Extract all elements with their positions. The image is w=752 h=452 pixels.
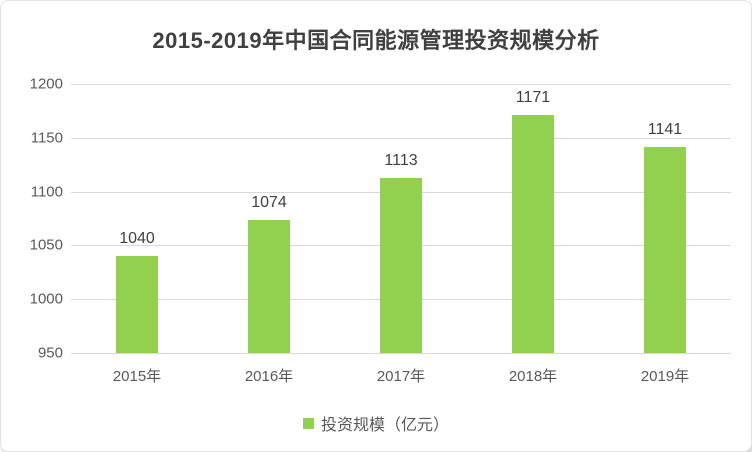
chart-title: 2015-2019年中国合同能源管理投资规模分析 [152,28,600,53]
bar-value-label-2017年: 1113 [384,151,418,169]
legend: 投资规模（亿元） [1,411,751,435]
y-axis-tick-1000: 1000 [29,290,63,308]
y-axis-tick-950: 950 [37,344,63,362]
bar-value-label-2015年: 1040 [119,230,155,248]
bar-2015年 [116,256,158,353]
x-axis-tick-2019年: 2019年 [640,368,690,385]
bar-value-label-2019年: 1141 [647,121,683,139]
x-axis-tick-2017年: 2017年 [376,368,426,385]
y-axis-tick-1200: 1200 [29,75,63,93]
bar-2018年 [512,115,554,353]
legend-marker-icon [302,417,314,429]
y-axis-tick-1100: 1100 [30,183,63,201]
y-axis-tick-1050: 1050 [29,236,63,254]
plot-area [71,84,731,354]
bar-value-label-2016年: 1074 [251,193,287,211]
gridline-1200 [71,84,731,85]
x-axis-tick-2015年: 2015年 [112,368,162,385]
bar-2016年 [248,219,290,353]
legend-label: 投资规模（亿元） [320,417,449,434]
gridline-1150 [71,137,731,139]
gridline-950 [71,353,731,354]
bar-2019年 [644,147,686,353]
bar-value-label-2018年: 1171 [515,89,551,107]
x-axis-tick-2016年: 2016年 [244,368,294,385]
x-axis-tick-2018年: 2018年 [508,368,558,385]
bar-2017年 [380,177,422,353]
y-axis-tick-1150: 1150 [30,129,63,147]
